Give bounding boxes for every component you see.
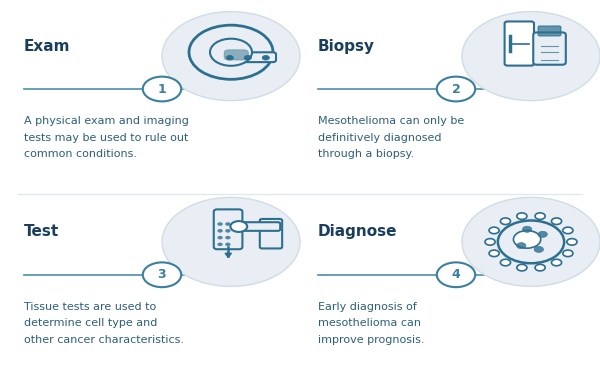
FancyBboxPatch shape [224,52,276,62]
Circle shape [230,221,247,232]
Text: 1: 1 [158,82,166,96]
Circle shape [567,239,577,245]
Circle shape [462,12,600,101]
Text: Diagnose: Diagnose [318,224,398,240]
Circle shape [551,218,562,224]
Circle shape [534,247,544,252]
Circle shape [162,197,300,286]
Circle shape [462,197,600,286]
Circle shape [517,213,527,219]
Text: Biopsy: Biopsy [318,39,375,54]
Text: Tissue tests are used to
determine cell type and
other cancer characteristics.: Tissue tests are used to determine cell … [24,302,184,345]
Text: A physical exam and imaging
tests may be used to rule out
common conditions.: A physical exam and imaging tests may be… [24,116,189,159]
Circle shape [210,39,252,66]
Circle shape [218,236,223,239]
Circle shape [437,262,475,287]
Circle shape [226,243,230,246]
Circle shape [517,243,526,249]
Circle shape [489,227,499,234]
FancyBboxPatch shape [533,33,566,65]
FancyBboxPatch shape [224,50,248,60]
Text: Early diagnosis of
mesothelioma can
improve prognosis.: Early diagnosis of mesothelioma can impr… [318,302,425,345]
Circle shape [523,226,532,232]
Circle shape [226,55,233,60]
Text: 3: 3 [158,268,166,281]
FancyBboxPatch shape [236,222,280,231]
Polygon shape [225,253,232,257]
FancyBboxPatch shape [505,21,534,65]
Circle shape [226,223,230,226]
Circle shape [143,262,181,287]
Circle shape [218,223,223,226]
Circle shape [437,77,475,101]
Text: 4: 4 [452,268,460,281]
Text: Test: Test [24,224,59,240]
Circle shape [226,229,230,232]
FancyBboxPatch shape [260,219,282,248]
Text: 2: 2 [452,82,460,96]
Circle shape [143,77,181,101]
Circle shape [226,236,230,239]
Circle shape [517,264,527,271]
Circle shape [563,227,573,234]
FancyBboxPatch shape [538,26,561,36]
Text: Exam: Exam [24,39,71,54]
Circle shape [218,243,223,246]
Circle shape [244,55,251,60]
Circle shape [563,250,573,257]
FancyBboxPatch shape [214,209,242,249]
Circle shape [535,264,545,271]
Circle shape [538,231,547,237]
Circle shape [514,231,541,248]
Circle shape [551,259,562,266]
Circle shape [498,221,564,263]
Circle shape [500,259,511,266]
Circle shape [535,213,545,219]
Text: Mesothelioma can only be
definitively diagnosed
through a biopsy.: Mesothelioma can only be definitively di… [318,116,464,159]
Circle shape [262,55,269,60]
Circle shape [218,229,223,232]
Circle shape [162,12,300,101]
Circle shape [485,239,495,245]
Circle shape [489,250,499,257]
Circle shape [500,218,511,224]
